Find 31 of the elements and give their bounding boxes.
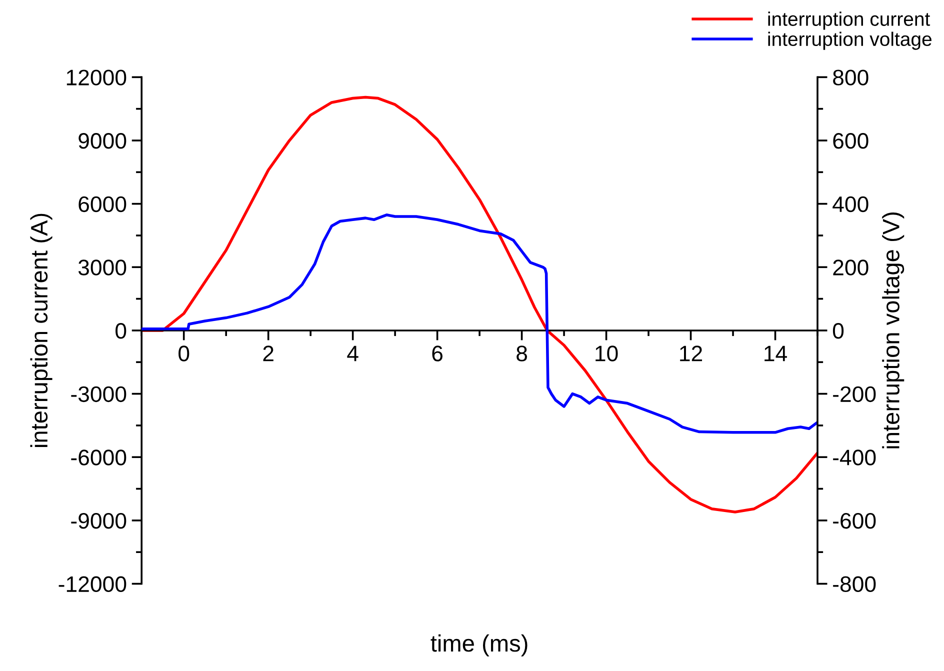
x-tick-label: 12 <box>680 346 702 362</box>
y2-tick-label: -600 <box>833 512 876 529</box>
y-tick-label: -12000 <box>58 576 126 592</box>
x-tick-label: 8 <box>516 346 528 362</box>
y2-tick-label: 0 <box>832 323 844 339</box>
y2-tick-label: 800 <box>833 70 868 86</box>
legend-label: interruption voltage <box>768 32 932 50</box>
y-tick-label: 3000 <box>78 260 126 276</box>
y-tick-label: -6000 <box>71 450 126 466</box>
y-tick-label: -3000 <box>71 386 126 402</box>
x-tick-label: 10 <box>596 346 618 362</box>
x-tick-label: 2 <box>263 346 274 362</box>
x-tick-label: 0 <box>178 346 190 362</box>
y2-tick-label: -800 <box>833 576 876 592</box>
x-tick-label: 14 <box>764 346 787 362</box>
y2-tick-label: -200 <box>833 386 876 402</box>
y2-axis-title: interruption voltage (V) <box>882 212 904 448</box>
y-tick-label: 6000 <box>78 196 126 212</box>
x-tick-label: 4 <box>347 346 358 362</box>
y2-tick-label: 400 <box>832 196 868 212</box>
y2-tick-label: 200 <box>833 260 868 276</box>
y-tick-label: 9000 <box>78 133 126 149</box>
y-axis-title: interruption current (A) <box>30 214 52 447</box>
legend-label: interruption current <box>768 12 930 30</box>
y-tick-label: 0 <box>116 323 126 339</box>
y2-tick-label: -400 <box>833 450 876 466</box>
y-tick-label: -9000 <box>71 512 126 529</box>
y-tick-label: 12000 <box>66 70 126 86</box>
x-tick-label: 6 <box>432 346 443 362</box>
y2-tick-label: 600 <box>833 133 868 149</box>
x-axis-title: time (ms) <box>430 634 528 656</box>
